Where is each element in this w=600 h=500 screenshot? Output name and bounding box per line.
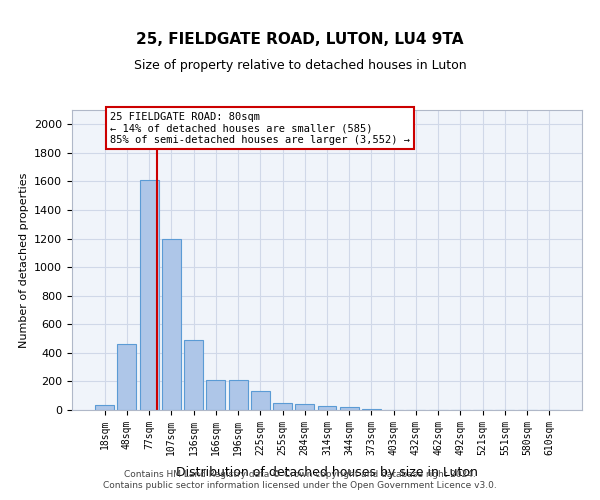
Bar: [229, 380, 248, 410]
Bar: [251, 392, 270, 410]
Y-axis label: Number of detached properties: Number of detached properties: [19, 172, 29, 348]
Text: 25, FIELDGATE ROAD, LUTON, LU4 9TA: 25, FIELDGATE ROAD, LUTON, LU4 9TA: [136, 32, 464, 48]
Bar: [118, 344, 136, 410]
Bar: [206, 380, 225, 410]
Bar: [340, 407, 359, 410]
Bar: [317, 406, 337, 410]
X-axis label: Distribution of detached houses by size in Luton: Distribution of detached houses by size …: [176, 466, 478, 479]
Bar: [362, 408, 381, 410]
Bar: [95, 405, 114, 410]
Bar: [184, 340, 203, 410]
Bar: [273, 403, 292, 410]
Bar: [295, 404, 314, 410]
Text: Contains HM Land Registry data © Crown copyright and database right 2024.
Contai: Contains HM Land Registry data © Crown c…: [103, 470, 497, 490]
Bar: [162, 240, 181, 410]
Text: 25 FIELDGATE ROAD: 80sqm
← 14% of detached houses are smaller (585)
85% of semi-: 25 FIELDGATE ROAD: 80sqm ← 14% of detach…: [110, 112, 410, 145]
Bar: [140, 180, 158, 410]
Text: Size of property relative to detached houses in Luton: Size of property relative to detached ho…: [134, 58, 466, 71]
